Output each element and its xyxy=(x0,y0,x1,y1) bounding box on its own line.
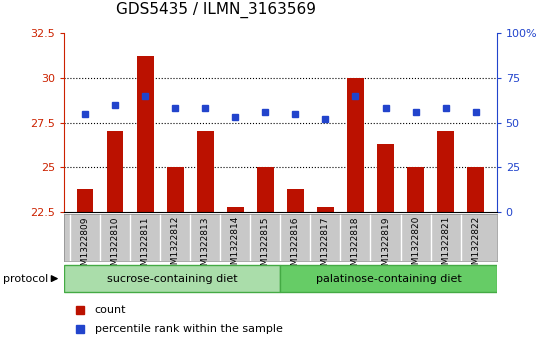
Text: GSM1322818: GSM1322818 xyxy=(351,216,360,277)
Text: GSM1322815: GSM1322815 xyxy=(261,216,270,277)
Text: GSM1322809: GSM1322809 xyxy=(81,216,90,277)
Bar xyxy=(197,131,214,212)
Text: GSM1322820: GSM1322820 xyxy=(411,216,420,277)
Text: GSM1322816: GSM1322816 xyxy=(291,216,300,277)
Text: GSM1322810: GSM1322810 xyxy=(110,216,120,277)
Text: GSM1322821: GSM1322821 xyxy=(441,216,450,277)
Bar xyxy=(317,207,334,212)
Text: GSM1322817: GSM1322817 xyxy=(321,216,330,277)
Text: palatinose-containing diet: palatinose-containing diet xyxy=(316,274,461,284)
Bar xyxy=(437,131,454,212)
Text: GSM1322814: GSM1322814 xyxy=(231,216,240,277)
Bar xyxy=(227,207,244,212)
Bar xyxy=(107,131,123,212)
Text: count: count xyxy=(95,305,126,315)
Text: sucrose-containing diet: sucrose-containing diet xyxy=(107,274,238,284)
Text: GSM1322813: GSM1322813 xyxy=(201,216,210,277)
Bar xyxy=(407,167,424,212)
Bar xyxy=(377,144,394,212)
Text: GSM1322811: GSM1322811 xyxy=(141,216,150,277)
Text: GDS5435 / ILMN_3163569: GDS5435 / ILMN_3163569 xyxy=(116,2,316,18)
Text: protocol: protocol xyxy=(3,274,48,284)
Text: percentile rank within the sample: percentile rank within the sample xyxy=(95,324,283,334)
Bar xyxy=(468,167,484,212)
Bar xyxy=(280,265,497,293)
Bar xyxy=(347,78,364,212)
Bar xyxy=(257,167,273,212)
Bar xyxy=(77,189,93,212)
Bar xyxy=(287,189,304,212)
Text: GSM1322819: GSM1322819 xyxy=(381,216,390,277)
Text: GSM1322822: GSM1322822 xyxy=(471,216,480,276)
Text: GSM1322812: GSM1322812 xyxy=(171,216,180,277)
Bar xyxy=(167,167,184,212)
Bar xyxy=(64,265,280,293)
Bar xyxy=(137,56,153,212)
